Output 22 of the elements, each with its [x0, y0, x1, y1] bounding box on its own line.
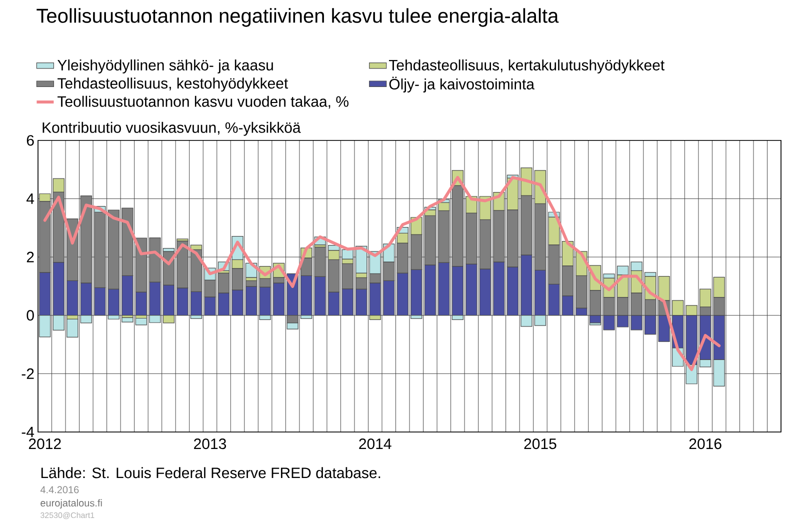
text: 4.4.2016 — [40, 486, 79, 494]
x-tick-label: 2016 — [689, 438, 722, 450]
x-tick-label: 2015 — [524, 438, 556, 450]
legend-label: Tehdasteollisuus, kertakulutushyödykkeet — [388, 59, 664, 74]
text: eurojatalous.fi — [40, 499, 102, 509]
x-tick-label: 2012 — [28, 438, 61, 450]
legend-label: Yleishyödyllinen sähkö- ja kaasu — [58, 59, 273, 74]
y-axis-title: Kontribuutio vuosikasvuun, %-yksikköä — [42, 122, 301, 136]
text: Lähde: St. Louis Federal Reserve FRED database. — [41, 467, 380, 478]
legend-label: Öljy- ja kaivostoiminta — [389, 76, 534, 92]
text: 32530@Chart1 — [40, 512, 94, 520]
y-tick-label: -4 — [22, 426, 34, 438]
y-tick-label: 6 — [26, 135, 34, 146]
chart-title: Teollisuustuotannon negatiivinen kasvu tulee energia-alalta — [36, 8, 559, 27]
x-tick-label: 2013 — [194, 438, 226, 450]
y-tick-label: 4 — [26, 194, 34, 204]
x-tick-label: 2014 — [359, 438, 392, 450]
legend-label: Teollisuustuotannon kasvu vuoden takaa, % — [58, 96, 348, 109]
y-tick-label: 0 — [26, 310, 34, 321]
y-tick-label: 2 — [26, 252, 34, 262]
legend-label: Tehdasteollisuus, kestohyödykkeet — [58, 78, 288, 92]
y-tick-label: -2 — [22, 368, 34, 379]
